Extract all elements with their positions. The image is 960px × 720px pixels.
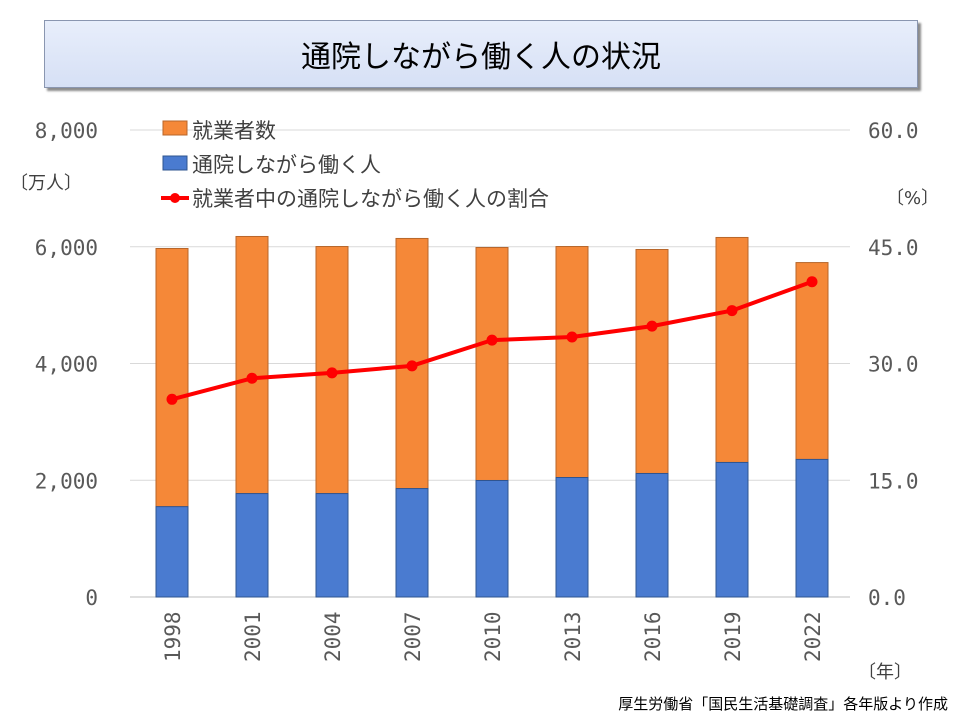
bar-patients bbox=[555, 477, 589, 598]
chart-title: 通院しながら働く人の状況 bbox=[44, 20, 918, 88]
ratio-point bbox=[246, 372, 258, 384]
x-axis-unit: 〔年〕 bbox=[858, 662, 912, 683]
ratio-point bbox=[566, 331, 578, 343]
y2-tick-label: 30.0 bbox=[868, 353, 919, 377]
y2-tick-label: 60.0 bbox=[868, 119, 919, 143]
bar-patients bbox=[795, 458, 829, 598]
source-note: 厚生労働省「国民生活基礎調査」各年版より作成 bbox=[618, 695, 948, 713]
y-tick-label: 2,000 bbox=[35, 469, 98, 493]
y-axis-unit: 〔万人〕 bbox=[10, 173, 82, 194]
x-tick-label: 2022 bbox=[801, 611, 825, 662]
x-tick-label: 2010 bbox=[481, 611, 505, 662]
y-tick-label: 4,000 bbox=[35, 353, 98, 377]
legend-swatch-workers bbox=[162, 120, 188, 136]
ratio-point bbox=[726, 305, 738, 317]
bar-patients bbox=[715, 461, 749, 598]
bar-patients bbox=[395, 488, 429, 598]
legend-swatch-patients bbox=[162, 155, 188, 171]
x-tick-label: 2019 bbox=[721, 611, 745, 662]
ratio-point bbox=[646, 320, 658, 332]
legend-label-ratio: 就業者中の通院しながら働く人の割合 bbox=[192, 187, 549, 211]
y2-tick-label: 45.0 bbox=[868, 236, 919, 260]
legend-label-patients: 通院しながら働く人 bbox=[192, 153, 381, 177]
x-tick-label: 2001 bbox=[241, 611, 265, 662]
ratio-point bbox=[486, 334, 498, 346]
ratio-point bbox=[326, 367, 338, 379]
bar-patients bbox=[475, 479, 509, 598]
ratio-point bbox=[406, 360, 418, 372]
y-tick-label: 0 bbox=[85, 586, 98, 610]
y-tick-label: 6,000 bbox=[35, 236, 98, 260]
ratio-point bbox=[806, 276, 818, 288]
x-tick-label: 2004 bbox=[321, 611, 345, 662]
bar-patients bbox=[155, 506, 189, 598]
bar-patients bbox=[235, 493, 269, 598]
y-tick-label: 8,000 bbox=[35, 119, 98, 143]
x-tick-label: 1998 bbox=[161, 611, 185, 662]
legend-label-workers: 就業者数 bbox=[192, 119, 276, 143]
y2-tick-label: 0.0 bbox=[868, 586, 906, 610]
x-tick-label: 2016 bbox=[641, 611, 665, 662]
bar-patients bbox=[635, 472, 669, 598]
x-tick-label: 2013 bbox=[561, 611, 585, 662]
y2-axis-unit: 〔%〕 bbox=[886, 188, 939, 209]
x-tick-label: 2007 bbox=[401, 611, 425, 662]
ratio-point bbox=[166, 393, 178, 405]
y2-tick-label: 15.0 bbox=[868, 469, 919, 493]
legend-marker-ratio bbox=[170, 193, 180, 203]
bar-patients bbox=[315, 493, 349, 598]
